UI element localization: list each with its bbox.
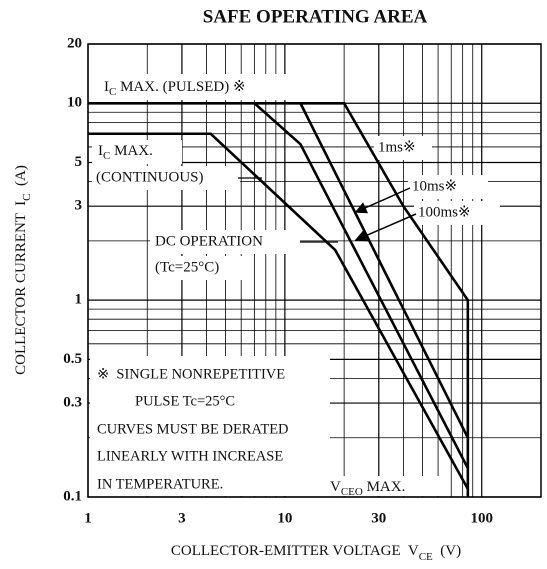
- label-backgrounds: [90, 74, 500, 496]
- label-bg: [150, 256, 246, 280]
- label-bg: [408, 175, 488, 199]
- annotation-part: MAX.: [363, 479, 406, 495]
- annotation: (CONTINUOUS): [96, 169, 204, 185]
- y-tick-label: 1: [75, 292, 83, 308]
- curve-label: 100ms※: [418, 204, 471, 220]
- x-tick-label: 100: [470, 510, 493, 526]
- y-tick-label: 0.1: [63, 488, 82, 504]
- chart-title: SAFE OPERATING AREA: [203, 6, 428, 27]
- label-bg: [92, 166, 240, 190]
- y-tick-label: 20: [67, 35, 82, 51]
- curve: [253, 102, 469, 469]
- annotation-sub: C: [103, 150, 110, 162]
- y-tick-label: 10: [67, 95, 82, 111]
- axis-label-part: (A): [13, 165, 29, 193]
- y-tick-label: 0.3: [63, 395, 82, 411]
- label-bg: [374, 136, 432, 160]
- axis-label-sub: CE: [419, 551, 433, 563]
- note: ※ SINGLE NONREPETITIVE: [97, 366, 285, 382]
- arrow: [354, 213, 417, 242]
- note: CURVES MUST BE DERATED: [97, 421, 289, 437]
- curve-label: 1ms※: [378, 139, 416, 155]
- annotation-part: I: [98, 143, 103, 159]
- annotation: (Tc=25°C): [155, 259, 219, 275]
- annotation-part: V: [330, 479, 341, 495]
- axis-label-part: (V): [433, 543, 461, 559]
- arrow: [354, 187, 411, 214]
- annotation-part: MAX.: [110, 143, 153, 159]
- annotation-part: I: [104, 79, 109, 95]
- curve: [88, 132, 469, 490]
- y-tick-label: 5: [75, 154, 83, 170]
- annotation-sub: C: [109, 86, 116, 98]
- axis-label-sub: C: [21, 193, 33, 200]
- note-bg: [90, 356, 330, 496]
- axis-label-part: COLLECTOR CURRENT I: [13, 201, 29, 375]
- label-bg: [92, 140, 182, 164]
- curve-label: DC OPERATION: [155, 233, 263, 249]
- note: PULSE Tc=25°C: [135, 393, 235, 409]
- label-bg: [96, 74, 310, 100]
- axis-label-part: COLLECTOR-EMITTER VOLTAGE V: [171, 543, 419, 559]
- y-tick-label: 0.5: [63, 351, 82, 367]
- annotation: VCEO MAX.: [330, 479, 405, 497]
- annotation: IC MAX.: [98, 143, 153, 161]
- x-axis-label: COLLECTOR-EMITTER VOLTAGE VCE (V): [171, 543, 461, 562]
- x-tick-label: 10: [277, 510, 292, 526]
- curve-label: 10ms※: [412, 178, 457, 194]
- x-tick-label: 3: [178, 510, 186, 526]
- annotation: IC MAX. (PULSED) ※: [104, 79, 246, 97]
- label-bg: [326, 476, 450, 496]
- plot-frame: [87, 43, 542, 498]
- note: IN TEMPERATURE.: [97, 476, 223, 492]
- curve: [88, 101, 470, 497]
- label-bg: [150, 230, 300, 254]
- x-tick-label: 1: [84, 510, 92, 526]
- curve: [299, 102, 470, 439]
- annotation-part: MAX. (PULSED) ※: [116, 79, 245, 95]
- x-tick-label: 30: [371, 510, 386, 526]
- note: LINEARLY WITH INCREASE: [97, 448, 283, 464]
- label-bg: [414, 201, 500, 225]
- curves: [88, 101, 470, 497]
- annotation-sub: CEO: [341, 486, 363, 498]
- y-axis-label: COLLECTOR CURRENT IC (A): [13, 165, 32, 375]
- y-tick-label: 3: [75, 198, 83, 214]
